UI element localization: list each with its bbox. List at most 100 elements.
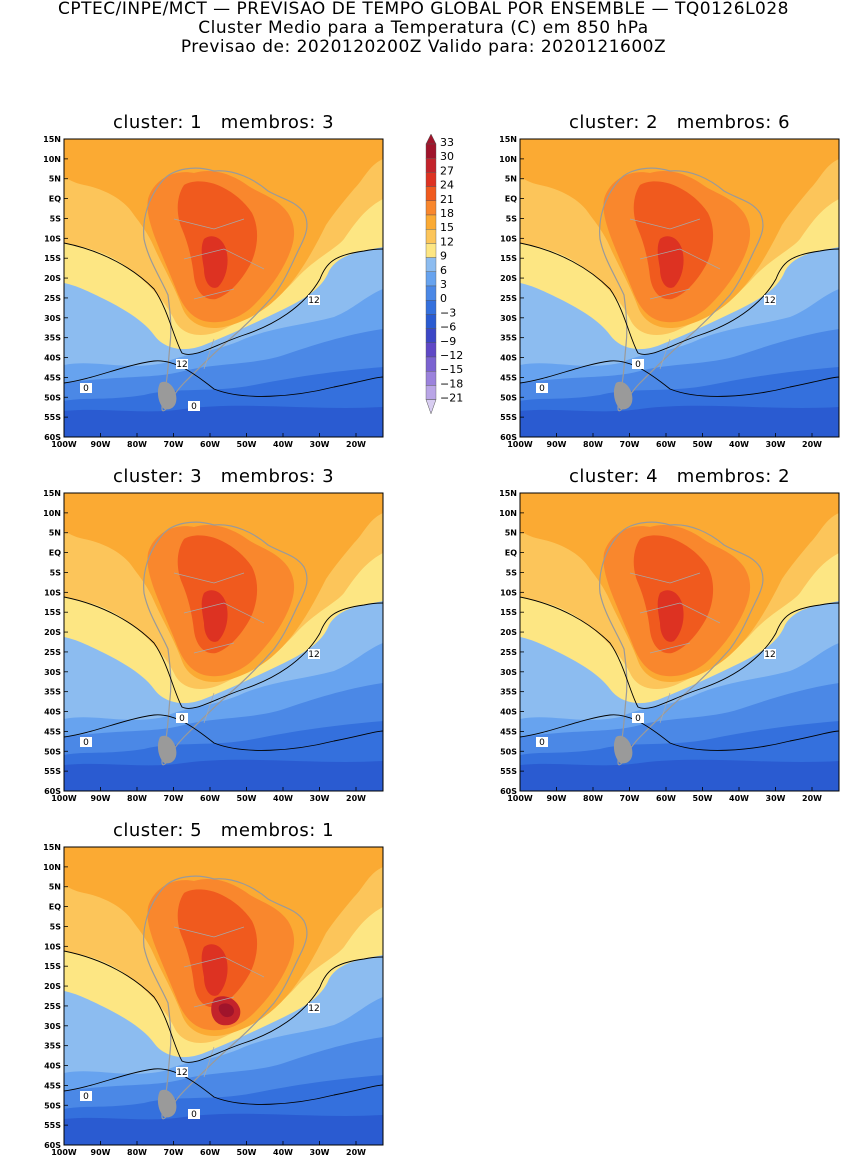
temperature-band <box>201 944 228 996</box>
lat-tick-label: 60S <box>44 1141 61 1150</box>
contour-0 <box>64 714 383 751</box>
lon-tick-label: 50W <box>693 440 713 449</box>
lon-tick-label: 80W <box>127 440 147 449</box>
legend-swatch <box>425 370 437 386</box>
legend-swatch <box>425 186 437 201</box>
lon-tick-label: 20W <box>346 440 366 449</box>
lat-tick-label: 10S <box>500 234 517 243</box>
lat-tick-label: 20S <box>500 274 517 283</box>
lat-tick-label: 30S <box>44 314 61 323</box>
legend-value: 3 <box>440 278 447 291</box>
lon-tick-label: 80W <box>583 440 603 449</box>
legend-swatch <box>425 228 437 244</box>
lat-tick-label: 35S <box>44 688 61 697</box>
legend-swatch <box>425 200 437 216</box>
legend-swatch <box>425 243 437 258</box>
cluster-number: 4 <box>646 466 659 487</box>
lon-tick-label: 80W <box>127 794 147 803</box>
lat-tick-label: 20S <box>500 628 517 637</box>
membros-number: 3 <box>322 466 335 487</box>
patagonia-islands <box>157 381 177 410</box>
cluster-label: cluster: <box>112 112 184 133</box>
contour-0 <box>64 1068 383 1105</box>
lon-tick-label: 50W <box>237 440 257 449</box>
contour-12 <box>520 596 839 709</box>
lat-tick-label: 40S <box>44 1062 61 1071</box>
temperature-map-5: 12 12 0 0 15N 10N 5N EQ 5S 10S 15S 20S 25S 30S 35S 40S 4… <box>43 843 384 1157</box>
contour-label: 12 <box>764 296 775 306</box>
contour-0 <box>520 714 839 751</box>
lat-tick-label: 5S <box>506 568 518 577</box>
lon-tick-label: 100W <box>51 794 77 803</box>
lat-tick-label: 15N <box>43 843 61 852</box>
lon-tick-label: 40W <box>729 794 749 803</box>
cluster-number: 2 <box>646 112 659 133</box>
contour-12 <box>64 950 383 1063</box>
coastline <box>599 521 764 766</box>
legend-top-arrow <box>425 134 437 145</box>
lon-tick-label: 60W <box>200 794 220 803</box>
lat-tick-label: 10S <box>44 588 61 597</box>
lat-tick-label: 30S <box>500 668 517 677</box>
contour-label: 0 <box>635 714 641 724</box>
lat-tick-label: 35S <box>44 334 61 343</box>
lon-tick-label: 70W <box>164 1148 184 1157</box>
lat-tick-label: 30S <box>44 668 61 677</box>
lat-tick-label: 10N <box>43 863 61 872</box>
lon-tick-label: 20W <box>802 440 822 449</box>
lat-tick-label: 40S <box>44 354 61 363</box>
lat-tick-label: 60S <box>44 787 61 796</box>
lat-tick-label: 5N <box>49 529 61 538</box>
coastline <box>143 521 308 766</box>
contour-label: 12 <box>176 1068 187 1078</box>
contour-label: 0 <box>83 384 89 394</box>
legend-value: 0 <box>440 292 447 305</box>
lon-tick-label: 20W <box>346 794 366 803</box>
lat-tick-label: 55S <box>500 413 517 422</box>
lon-tick-label: 60W <box>200 440 220 449</box>
legend-value: 12 <box>440 235 454 248</box>
cluster-number: 3 <box>190 466 203 487</box>
lat-tick-label: 50S <box>44 1101 61 1110</box>
coastline <box>143 167 308 412</box>
membros-label: membros: <box>676 112 772 133</box>
contour-0 <box>64 360 383 397</box>
header-line-1: CPTEC/INPE/MCT — PREVISAO DE TEMPO GLOBA… <box>58 0 789 19</box>
lat-tick-label: 5N <box>49 175 61 184</box>
coastline <box>143 875 308 1120</box>
legend-value: 18 <box>440 207 454 220</box>
legend-value: −9 <box>440 335 456 348</box>
contour-label: 0 <box>83 1092 89 1102</box>
legend-bottom-arrow <box>425 399 437 415</box>
temperature-map-4: 12 0 0 15N 10N 5N EQ 5S 10S 15S 20S 25S 30S 35S 40S 45S… <box>499 489 840 803</box>
panel-title-3: cluster: 3 membros: 3 <box>64 466 383 487</box>
lon-tick-label: 90W <box>91 1148 111 1157</box>
patagonia-islands <box>157 1089 177 1118</box>
membros-label: membros: <box>220 466 316 487</box>
membros-number: 3 <box>322 112 335 133</box>
patagonia-islands <box>613 381 633 410</box>
lat-tick-label: 25S <box>44 1002 61 1011</box>
lat-tick-label: 15N <box>43 489 61 498</box>
contour-label: 0 <box>179 714 185 724</box>
lat-tick-label: 10N <box>43 155 61 164</box>
lat-tick-label: 15S <box>500 608 517 617</box>
lon-tick-label: 90W <box>547 794 567 803</box>
lon-tick-label: 50W <box>237 1148 257 1157</box>
contour-12 <box>520 242 839 355</box>
legend-swatch <box>425 342 437 358</box>
map-frame <box>63 138 384 438</box>
temperature-band <box>218 1003 234 1018</box>
lon-tick-label: 70W <box>620 794 640 803</box>
lat-tick-label: 5N <box>49 883 61 892</box>
cluster-label: cluster: <box>112 820 184 841</box>
lon-tick-label: 40W <box>273 794 293 803</box>
header-line-2: Cluster Medio para a Temperatura (C) em … <box>198 18 649 38</box>
lat-tick-label: 20S <box>44 628 61 637</box>
lon-tick-label: 50W <box>237 794 257 803</box>
lon-tick-label: 70W <box>620 440 640 449</box>
lon-tick-label: 100W <box>507 440 533 449</box>
lon-tick-label: 30W <box>310 1148 330 1157</box>
